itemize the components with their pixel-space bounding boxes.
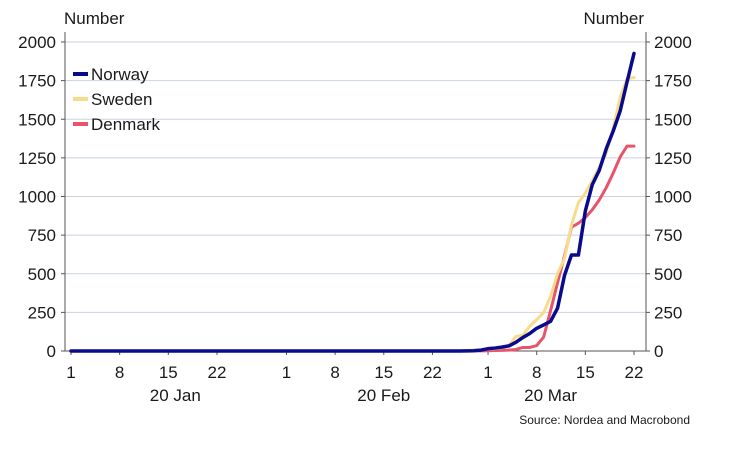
x-tick-2020-02-15: 15 [374, 363, 393, 382]
y-tick-left-1000: 1000 [18, 188, 56, 207]
x-tick-2020-01-15: 15 [159, 363, 178, 382]
y-tick-left-1750: 1750 [18, 72, 56, 91]
y-tick-left-1250: 1250 [18, 149, 56, 168]
legend: Norway Sweden Denmark [73, 65, 160, 134]
y-tick-right-1250: 1250 [654, 149, 692, 168]
month-label-20-feb: 20 Feb [357, 386, 410, 405]
x-tick-2020-03-01: 1 [483, 363, 492, 382]
tick-labels: 0 0 250 250 500 500 750 750 1000 1000 1250 1250 1500… [18, 33, 692, 405]
y-tick-right-1000: 1000 [654, 188, 692, 207]
x-tick-2020-01-08: 8 [115, 363, 124, 382]
y-tick-right-500: 500 [654, 265, 682, 284]
x-tick-2020-01-01: 1 [66, 363, 75, 382]
series-lines [69, 51, 636, 353]
y-tick-left-1500: 1500 [18, 110, 56, 129]
x-tick-2020-02-01: 1 [282, 363, 291, 382]
x-tick-2020-03-22: 22 [625, 363, 644, 382]
x-tick-2020-02-22: 22 [423, 363, 442, 382]
month-label-20-jan: 20 Jan [150, 386, 201, 405]
y-tick-left-500: 500 [28, 265, 56, 284]
y-tick-left-250: 250 [28, 303, 56, 322]
legend-label-denmark: Denmark [91, 115, 160, 134]
x-tick-2020-03-08: 8 [532, 363, 541, 382]
x-tick-2020-03-15: 15 [576, 363, 595, 382]
right-axis-unit-label: Number [584, 9, 645, 28]
source-note: Source: Nordea and Macrobond [519, 413, 690, 427]
y-tick-right-1500: 1500 [654, 110, 692, 129]
left-axis-unit-label: Number [64, 9, 125, 28]
legend-label-sweden: Sweden [91, 90, 152, 109]
y-tick-right-1750: 1750 [654, 72, 692, 91]
y-tick-right-250: 250 [654, 303, 682, 322]
y-tick-right-2000: 2000 [654, 33, 692, 52]
y-tick-right-0: 0 [654, 342, 663, 361]
gridlines [65, 41, 646, 313]
y-tick-left-750: 750 [28, 226, 56, 245]
x-tick-2020-01-22: 22 [208, 363, 227, 382]
legend-label-norway: Norway [91, 65, 149, 84]
series-line-norway [69, 51, 636, 353]
y-tick-right-750: 750 [654, 226, 682, 245]
x-tick-2020-02-08: 8 [330, 363, 339, 382]
y-tick-left-0: 0 [47, 342, 56, 361]
y-tick-left-2000: 2000 [18, 33, 56, 52]
month-label-20-mar: 20 Mar [524, 386, 577, 405]
